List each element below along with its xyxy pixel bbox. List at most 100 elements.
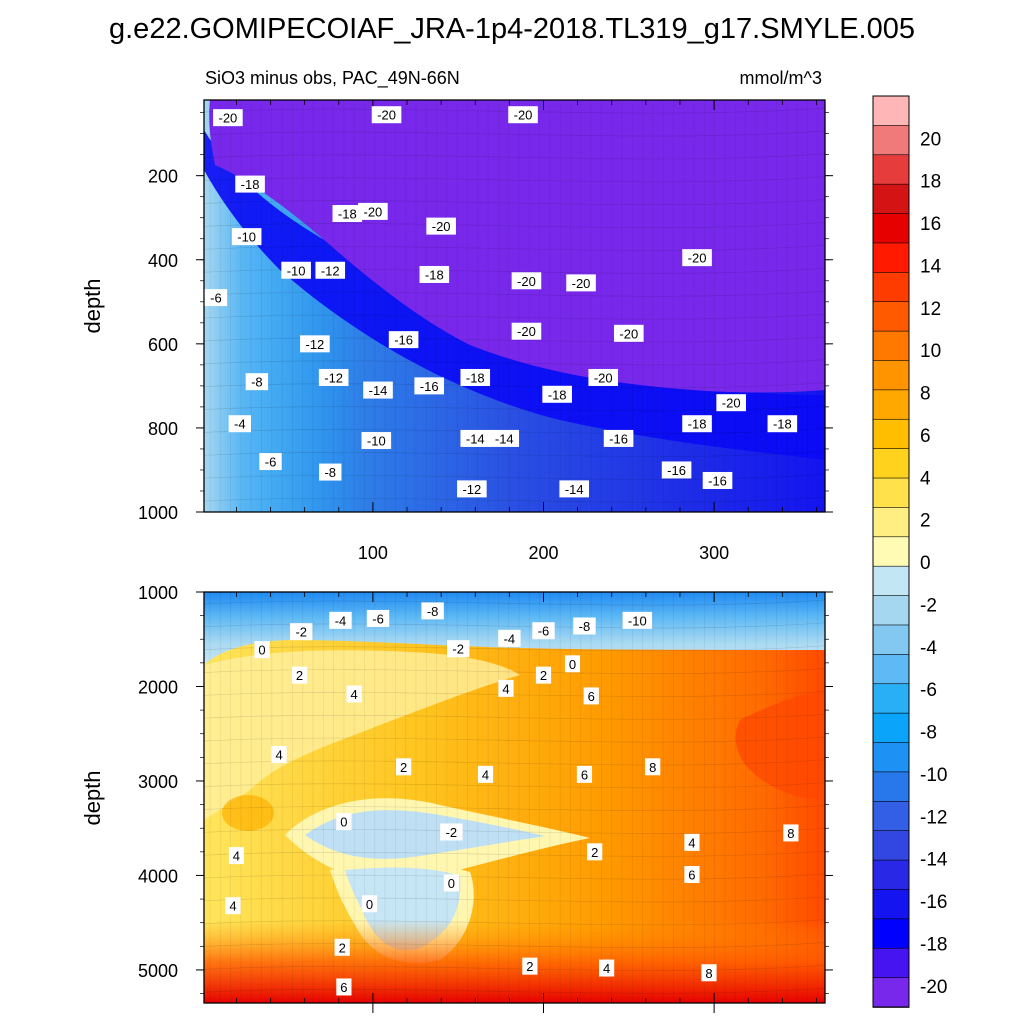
contour-label: -20 xyxy=(614,324,644,342)
contour-label-text: -18 xyxy=(548,387,567,402)
contour-label: 4 xyxy=(228,847,245,865)
lower-top-blue xyxy=(204,592,825,665)
contour-label-bg xyxy=(291,666,308,684)
contour-label-text: -20 xyxy=(619,326,638,341)
contour-label-text: -14 xyxy=(369,383,388,398)
contour-label: -2 xyxy=(440,823,463,841)
contour-label: 2 xyxy=(587,843,603,861)
contour-label: -16 xyxy=(414,377,444,395)
contour-label-text: -16 xyxy=(420,379,439,394)
contour-label: -18 xyxy=(767,415,798,433)
contour-label-bg xyxy=(315,261,346,279)
contour-label-text: 0 xyxy=(258,643,265,658)
contour-label-bg xyxy=(622,611,653,629)
contour-label-text: -20 xyxy=(688,251,707,266)
y-tick-label: 600 xyxy=(148,335,178,355)
contour-label-bg xyxy=(245,373,269,391)
contour-label-bg xyxy=(576,765,593,783)
contour-label: -2 xyxy=(290,623,313,641)
contour-label-bg xyxy=(508,106,538,124)
contour-label-text: 4 xyxy=(688,835,695,850)
contour-label: -6 xyxy=(204,289,228,307)
colorbar-tick-label: 2 xyxy=(920,511,931,532)
lower-texture xyxy=(204,592,825,1003)
contour-label-bg xyxy=(346,685,362,703)
contour-label-bg xyxy=(300,335,330,353)
contour-label-bg xyxy=(421,602,444,620)
colorbar-tick-label: 20 xyxy=(920,129,941,150)
contour-label-text: -18 xyxy=(688,417,707,432)
contour-label-bg xyxy=(783,824,799,842)
contour-label-text: 2 xyxy=(296,668,303,683)
contour-label: -20 xyxy=(588,368,619,386)
contour-label: -10 xyxy=(281,261,311,279)
contour-label-text: -18 xyxy=(773,417,792,432)
contour-label: -8 xyxy=(421,602,444,620)
contour-label: -12 xyxy=(300,335,330,353)
colorbar-box xyxy=(872,213,910,244)
contour-label-bg xyxy=(522,957,538,975)
contour-label: 2 xyxy=(396,758,412,776)
contour-label: -20 xyxy=(358,202,388,220)
contour-label-bg xyxy=(426,217,456,235)
contour-label-text: 4 xyxy=(275,748,282,763)
contour-label-bg xyxy=(532,622,555,640)
contour-label-text: -14 xyxy=(466,431,485,446)
contour-label-text: -14 xyxy=(565,482,584,497)
contour-label-bg xyxy=(361,895,378,913)
contour-label: 4 xyxy=(599,959,615,977)
contour-label-bg xyxy=(440,823,463,841)
contour-label-bg xyxy=(290,623,313,641)
contour-label-text: 4 xyxy=(229,899,236,914)
contour-label-bg xyxy=(587,843,603,861)
colorbar-box xyxy=(872,889,910,920)
contour-label-bg xyxy=(443,874,459,892)
contour-label-text: 8 xyxy=(705,966,712,981)
contour-label-bg xyxy=(460,429,491,447)
contour-label-bg xyxy=(371,106,402,124)
contour-label: 6 xyxy=(583,687,599,705)
contour-label: -10 xyxy=(622,611,653,629)
contour-label-bg xyxy=(573,617,596,635)
contour-label-bg xyxy=(332,205,363,223)
upper-texture xyxy=(204,100,825,512)
contour-label-text: -4 xyxy=(504,631,516,646)
colorbar-box xyxy=(872,859,910,891)
contour-label: -10 xyxy=(231,228,262,246)
contour-label: -18 xyxy=(682,415,712,433)
contour-label-bg xyxy=(564,655,581,673)
contour-label: 0 xyxy=(336,813,352,831)
units-label: mmol/m^3 xyxy=(740,68,822,88)
contour-label: -16 xyxy=(388,331,419,349)
contour-label: 8 xyxy=(783,824,799,842)
contour-label-text: -6 xyxy=(538,624,550,639)
contour-label: -20 xyxy=(511,322,542,340)
colorbar-box xyxy=(872,507,910,538)
contour-label: 0 xyxy=(564,655,581,673)
colorbar-tick-label: -16 xyxy=(920,892,947,913)
contour-label-bg xyxy=(281,261,311,279)
contour-label: -16 xyxy=(702,471,733,489)
contour-label-text: -4 xyxy=(234,417,246,432)
contour-label: -20 xyxy=(511,272,542,290)
contour-label-bg xyxy=(213,109,243,127)
contour-label-bg xyxy=(716,394,746,412)
contour-label-bg xyxy=(419,265,450,283)
chart-title: g.e22.GOMIPECOIAF_JRA-1p4-2018.TL319_g17… xyxy=(109,13,915,45)
contour-label-text: -10 xyxy=(237,230,256,245)
x-tick-label: 200 xyxy=(528,543,558,563)
contour-label-bg xyxy=(319,463,342,481)
colorbar-box xyxy=(872,918,910,950)
contour-label: 2 xyxy=(522,957,538,975)
colorbar-tick-label: -2 xyxy=(920,595,937,616)
contour-label-bg xyxy=(645,758,661,776)
contour-label-text: -18 xyxy=(241,177,260,192)
contour-label-bg xyxy=(489,429,520,447)
contour-label-bg xyxy=(414,377,444,395)
contour-label-text: -8 xyxy=(251,375,263,390)
colorbar-frame xyxy=(872,95,910,1008)
colorbar-box xyxy=(872,272,910,303)
colorbar-box xyxy=(872,947,910,979)
contour-label-bg xyxy=(559,480,590,498)
